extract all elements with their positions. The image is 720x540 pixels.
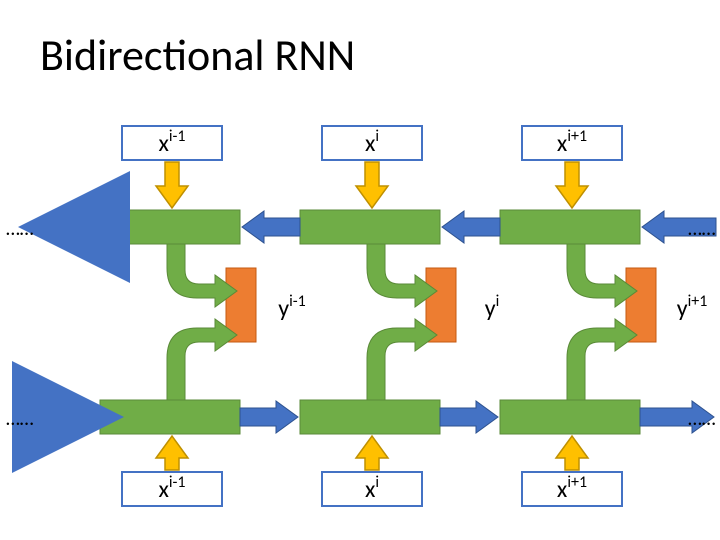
dots-bottom-right: …… (688, 407, 716, 431)
yellow-arrows-top (156, 162, 588, 208)
top-rnn-cells (100, 210, 640, 244)
label-y-0: yi-1 (278, 292, 306, 323)
bottom-rnn-cells (100, 400, 640, 434)
dots-top-right: …… (688, 217, 716, 241)
bottom-inputs: xi-1 xi xi+1 (122, 472, 622, 506)
bidirectional-rnn-diagram: xi-1 xi xi+1 …… …… (0, 0, 720, 540)
top-inputs: xi-1 xi xi+1 (122, 126, 622, 160)
dots-bottom-left: …… (6, 407, 34, 431)
label-y-1: yi (485, 292, 500, 323)
label-y-2: yi+1 (677, 292, 708, 323)
yellow-arrows-bottom (156, 436, 588, 470)
dots-top-left: …… (6, 217, 34, 241)
